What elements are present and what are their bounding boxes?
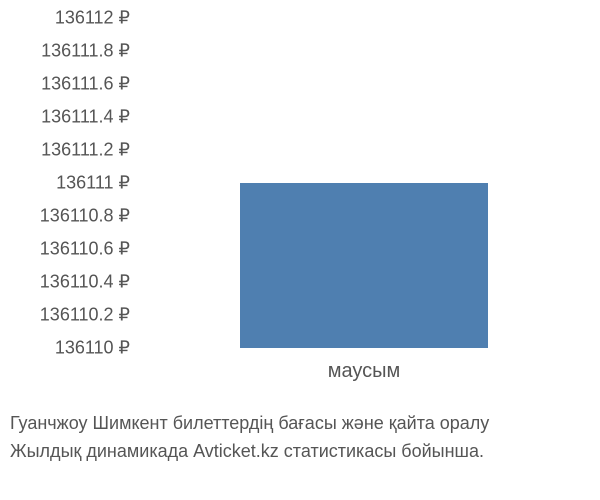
bar (240, 183, 489, 348)
y-tick: 136110.6 ₽ (10, 239, 130, 260)
y-tick: 136111.6 ₽ (10, 74, 130, 95)
y-tick: 136110 ₽ (10, 338, 130, 359)
y-tick: 136110.4 ₽ (10, 272, 130, 293)
y-axis: 136112 ₽136111.8 ₽136111.6 ₽136111.4 ₽13… (10, 18, 130, 348)
y-tick: 136111.8 ₽ (10, 41, 130, 62)
chart-area: 136112 ₽136111.8 ₽136111.6 ₽136111.4 ₽13… (10, 18, 590, 348)
y-tick: 136111 ₽ (10, 173, 130, 194)
y-tick: 136112 ₽ (10, 8, 130, 29)
y-tick: 136110.2 ₽ (10, 305, 130, 326)
plot-area (138, 18, 590, 348)
y-tick: 136111.4 ₽ (10, 107, 130, 128)
caption-line-2: Жылдық динамикада Avticket.kz статистика… (10, 438, 590, 466)
y-tick: 136110.8 ₽ (10, 206, 130, 227)
x-label: маусым (240, 360, 489, 383)
caption-line-1: Гуанчжоу Шимкент билеттердің бағасы және… (10, 410, 590, 438)
caption: Гуанчжоу Шимкент билеттердің бағасы және… (10, 410, 590, 466)
y-tick: 136111.2 ₽ (10, 140, 130, 161)
